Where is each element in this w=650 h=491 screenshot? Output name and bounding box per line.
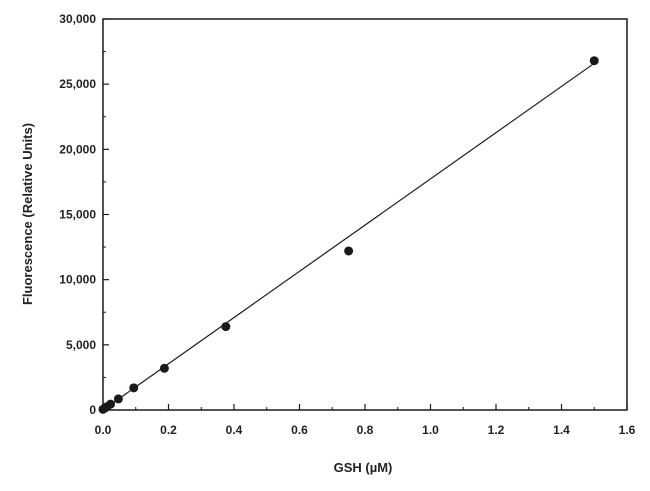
x-tick-label: 1.6 [619,423,636,437]
x-tick-label: 1.2 [488,423,505,437]
x-tick-label: 0.6 [291,423,308,437]
y-tick-label: 30,000 [59,12,96,26]
x-axis-ticks [102,404,628,410]
y-axis-tick-labels: 0 5,000 10,000 15,000 20,000 25,000 30,000 [59,12,96,417]
x-tick-label: 1.4 [553,423,570,437]
x-tick-label: 0.8 [357,423,374,437]
x-tick-label: 0.2 [160,423,177,437]
plot-frame [102,18,628,411]
data-point [113,394,123,404]
data-points [98,56,599,414]
plot-border [102,18,628,411]
y-tick-label: 20,000 [59,142,96,156]
y-tick-label: 15,000 [59,208,96,222]
y-axis-ticks [103,18,109,411]
data-point [221,322,231,332]
x-axis-tick-labels: 0.0 0.2 0.4 0.6 0.8 1.0 1.2 1.4 1.6 [95,423,636,437]
y-tick-label: 25,000 [59,77,96,91]
data-point [589,56,599,66]
x-tick-label: 0.0 [95,423,112,437]
x-axis-title: GSH (µM) [334,460,393,475]
y-tick-label: 5,000 [66,338,96,352]
x-tick-label: 0.4 [226,423,243,437]
x-tick-label: 1.0 [422,423,439,437]
y-axis-title: Fluorescence (Relative Units) [20,123,35,305]
data-point [129,383,139,393]
y-tick-label: 10,000 [59,273,96,287]
data-point [159,363,169,373]
y-tick-label: 0 [89,403,96,417]
fit-line [102,62,595,411]
data-point [106,399,116,409]
data-point [344,246,354,256]
